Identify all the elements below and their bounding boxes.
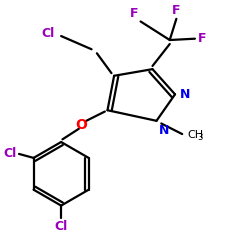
Text: O: O	[75, 118, 87, 132]
Text: Cl: Cl	[3, 147, 16, 160]
Text: F: F	[172, 4, 180, 17]
Text: Cl: Cl	[54, 220, 68, 233]
Text: N: N	[159, 124, 170, 137]
Text: F: F	[130, 7, 138, 20]
Text: N: N	[180, 88, 190, 101]
Text: F: F	[198, 32, 206, 45]
Text: 3: 3	[197, 133, 202, 142]
Text: CH: CH	[187, 130, 203, 140]
Text: Cl: Cl	[41, 27, 54, 40]
